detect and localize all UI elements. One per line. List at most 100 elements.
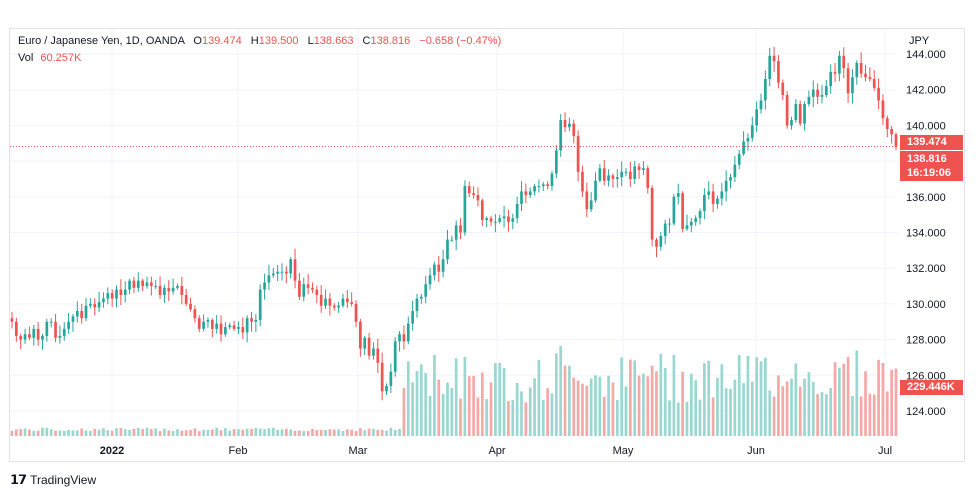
x-tick-label: Apr [488,445,505,457]
candle-body [58,336,62,338]
volume-bar [803,378,806,436]
y-tick-label: 126.000 [906,370,946,382]
volume-bar [450,388,454,436]
candle-body [659,236,663,247]
volume-bar [398,428,401,436]
volume-bar [498,362,502,436]
candle-body [759,100,763,110]
volume-bar [332,429,336,436]
volume-bar [838,367,841,436]
volume-bar [284,428,288,436]
x-tick-label: Feb [229,445,248,457]
candle-body [668,223,671,225]
volume-bar [350,429,354,436]
volume-bar [885,391,889,436]
candle-body [110,293,114,299]
candle-body [554,150,558,174]
volume-bar [842,363,846,436]
volume-bar [406,361,410,436]
candle-body [15,321,18,337]
candle-body [23,334,27,340]
brand-label[interactable]: TradingView [30,473,97,487]
candle-body [202,321,205,329]
volume-bar [502,368,506,436]
candle-body [672,196,676,224]
candle-body [359,321,362,349]
candle-body [341,298,345,306]
volume-bar [633,360,637,436]
volume-bar [158,431,162,436]
volume-bar [463,356,467,436]
volume-bar [206,429,210,436]
candle-body [885,118,889,129]
volume-bar [798,386,802,436]
volume-bar [655,371,658,436]
volume-bar [176,429,179,436]
candle-body [315,289,319,295]
candle-body [568,123,571,128]
candle-body [877,87,880,101]
tradingview-logo-icon[interactable]: 𝟭𝟳 [10,472,27,487]
candle-body [280,271,284,273]
candle-body [572,123,576,137]
candle-body [790,120,793,126]
candle-body [454,225,458,240]
volume-bar [829,387,833,436]
volume-bar [737,355,741,436]
candle-body [84,305,88,319]
volume-bar [80,428,84,436]
volume-bar [568,365,571,436]
candle-body [267,275,271,283]
candle-body [746,137,750,142]
candle-body [93,303,97,308]
candle-body [345,298,349,303]
x-tick-label: 2022 [100,445,124,457]
candle-body [589,200,593,210]
volume-bar [881,362,885,436]
volume-bar [267,428,271,436]
volume-bar [894,368,898,436]
candle-body [646,168,650,188]
candle-body [550,173,554,187]
candle-body [494,221,497,223]
x-tick-label: Mar [349,445,368,457]
candle-body [115,289,118,299]
candle-body [520,191,523,204]
candle-body [803,103,806,124]
volume-bar [872,394,876,436]
candle-body [507,216,510,222]
candle-body [350,302,354,304]
y-tick-label: 136.000 [906,192,946,204]
volume-value: 60.257K [40,52,82,64]
candle-body [733,164,737,178]
candle-body [258,289,262,320]
volume-bar [480,372,484,436]
candle-body [311,287,314,290]
volume-bar [359,428,362,436]
candle-body [363,337,367,349]
candle-body [271,273,275,276]
volume-bar [472,375,475,436]
candle-body [694,218,698,222]
candle-body [720,191,724,199]
volume-bar [494,363,497,436]
candle-body [872,78,876,88]
volume-bar [807,372,811,436]
volume-bar [433,355,436,436]
symbol-label[interactable]: Euro / Japanese Yen, 1D, OANDA [18,35,185,47]
candle-body [337,305,340,308]
candle-body [19,336,23,340]
high-value: 139.500 [258,35,299,47]
candle-body [467,186,471,194]
candle-body [80,311,84,319]
volume-bar [537,359,541,436]
candle-body [332,305,336,308]
volume-bar [524,402,528,436]
candle-body [132,280,136,288]
candle-body [328,298,332,306]
y-tick-label: 140.000 [906,120,946,132]
candle-body [263,282,266,290]
candle-body [650,187,654,240]
volume-label[interactable]: Vol [18,52,34,64]
